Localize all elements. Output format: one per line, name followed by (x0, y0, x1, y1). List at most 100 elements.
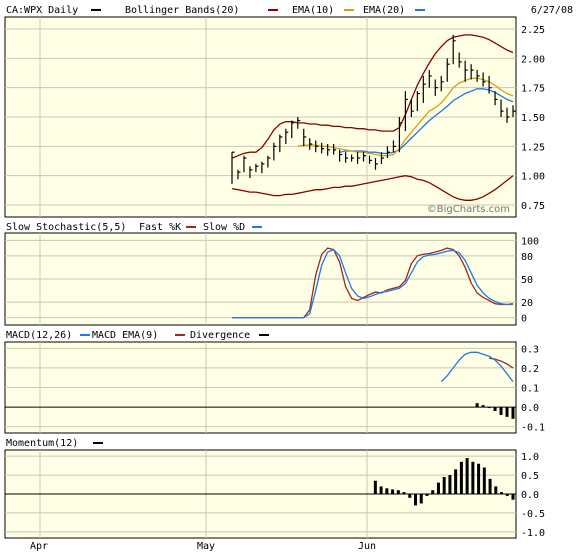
price-bar (321, 142, 325, 154)
fast-k-label: Fast %K (139, 222, 181, 233)
momentum-bar (408, 494, 412, 498)
price-bar (303, 128, 307, 147)
ema20-legend-swatch (415, 9, 425, 11)
macd-ytick-2: 0.1 (521, 384, 539, 395)
price-bar (297, 117, 301, 129)
price-bar (350, 154, 355, 162)
bollinger-label: Bollinger Bands(20) (125, 5, 239, 16)
ema20-line (339, 88, 514, 155)
panel-macd: 0.3 0.2 0.1 0.0 -0.1 (4, 341, 545, 434)
price-bar (500, 99, 504, 117)
divergence-bar (505, 407, 509, 417)
price-bar (267, 155, 271, 168)
price-bar (368, 155, 373, 164)
price-bar (291, 120, 295, 139)
divergence-bar (487, 407, 491, 409)
price-bar (243, 155, 247, 173)
panel-momentum: 1.0 0.5 0.0 -0.5 -1.0 (4, 449, 545, 539)
price-bar (309, 138, 313, 150)
price-ytick-5: 1.00 (521, 172, 545, 183)
ema10-legend-swatch (344, 9, 354, 11)
stochastic-ytick-3: 20 (521, 298, 533, 309)
momentum-bar (379, 486, 383, 494)
price-bar (434, 79, 438, 96)
price-bar (374, 158, 378, 170)
momentum-bar (419, 494, 423, 504)
price-bar (476, 70, 480, 82)
price-bar (416, 91, 420, 112)
divergence-bar (475, 403, 479, 408)
momentum-ytick-2: 0.0 (521, 490, 539, 501)
divergence-bar (511, 407, 515, 419)
price-ytick-6: 0.75 (521, 201, 545, 212)
price-bar (333, 143, 337, 155)
momentum-ytick-3: -0.5 (521, 509, 545, 520)
date-label: 6/27/08 (531, 5, 573, 16)
momentum-bar (465, 458, 469, 494)
momentum-ytick-0: 1.0 (521, 452, 539, 463)
momentum-bar (482, 467, 486, 494)
macd-label: MACD(12,26) (6, 330, 72, 341)
x-label-jun: Jun (358, 541, 376, 552)
macd-ytick-1: 0.2 (521, 364, 539, 375)
stochastic-ytick-4: 0 (521, 314, 527, 325)
stochastic-ytick-0: 100 (521, 236, 539, 247)
price-bar (356, 152, 361, 164)
price-bar (249, 166, 253, 179)
price-bar (392, 140, 396, 153)
momentum-bar (505, 494, 509, 496)
x-label-may: May (197, 541, 215, 552)
price-bar (446, 58, 450, 82)
price-bar (237, 169, 241, 180)
momentum-label: Momentum(12) (6, 438, 78, 449)
momentum-bar (436, 482, 440, 494)
momentum-bar (494, 486, 498, 494)
stochastic-label: Slow Stochastic(5,5) (6, 222, 126, 233)
divergence-label: Divergence (190, 330, 250, 341)
momentum-legend-swatch (93, 442, 103, 444)
price-bar (440, 75, 444, 92)
macd-ema-legend-swatch (175, 334, 185, 336)
bollinger-legend-swatch (268, 9, 278, 11)
watermark: ©BigCharts.com (427, 204, 510, 215)
stochastic-legend: Slow Stochastic(5,5) Fast %K Slow %D (6, 222, 262, 233)
momentum-bar (396, 490, 400, 494)
symbol-label: CA:WPX Daily (6, 5, 78, 16)
momentum-legend: Momentum(12) (6, 438, 103, 449)
price-bar (398, 117, 402, 153)
macd-legend: MACD(12,26) MACD EMA(9) Divergence (6, 330, 269, 341)
price-bar (464, 60, 468, 82)
price-bar (315, 140, 319, 153)
bollinger-lower-line (231, 175, 514, 201)
momentum-bar (414, 494, 418, 506)
price-bar (422, 75, 426, 103)
price-bar (404, 91, 408, 132)
price-bar (494, 91, 498, 106)
price-bar (339, 149, 343, 162)
momentum-bar (500, 492, 504, 494)
x-label-apr: Apr (30, 541, 48, 552)
price-bar (512, 105, 516, 117)
macd-ytick-3: 0.0 (521, 403, 539, 414)
price-ytick-2: 1.75 (521, 84, 545, 95)
momentum-bar (391, 489, 395, 494)
price-bar (506, 107, 510, 123)
price-ytick-3: 1.50 (521, 113, 545, 124)
price-bar (285, 128, 289, 144)
price-bar (488, 75, 492, 94)
panel-price: 2.25 2.00 1.75 1.50 1.25 1.00 0.75 (4, 16, 545, 218)
price-ytick-0: 2.25 (521, 25, 545, 36)
price-bar (362, 152, 367, 162)
slow-d-legend-swatch (252, 226, 262, 228)
stochastic-ytick-1: 80 (521, 252, 533, 263)
macd-ytick-0: 0.3 (521, 344, 539, 355)
price-bar (344, 152, 349, 163)
price-bar (261, 161, 265, 174)
panel-stochastic: 100 80 50 20 0 (4, 232, 539, 326)
momentum-bar (511, 494, 515, 500)
momentum-ytick-1: 0.5 (521, 471, 539, 482)
momentum-bar (425, 494, 429, 496)
price-bar (255, 163, 259, 173)
momentum-bar (471, 461, 475, 494)
